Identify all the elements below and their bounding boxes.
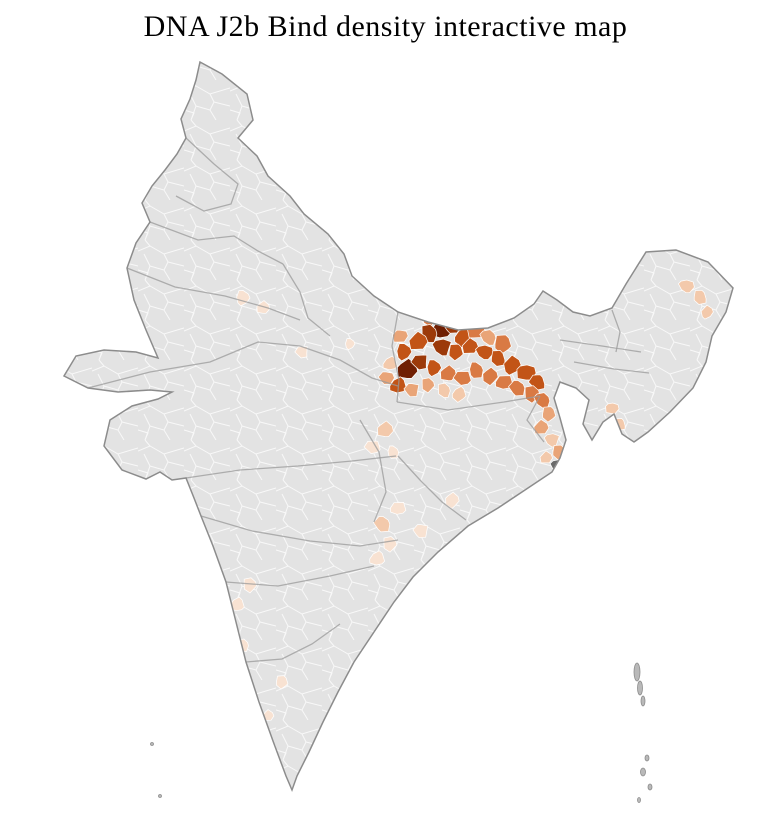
district[interactable] [294, 346, 308, 359]
district[interactable] [387, 445, 399, 459]
district[interactable] [479, 329, 497, 346]
district[interactable] [533, 419, 550, 435]
state-border [299, 345, 399, 387]
district[interactable] [560, 471, 570, 482]
district[interactable] [426, 359, 442, 377]
district[interactable] [445, 491, 460, 509]
state-borders-layer [87, 137, 650, 663]
district[interactable] [431, 338, 452, 357]
district[interactable] [276, 675, 289, 690]
island [647, 783, 653, 791]
state-border [391, 311, 400, 403]
island [640, 695, 646, 707]
island [150, 742, 154, 746]
district[interactable] [363, 440, 381, 454]
district[interactable] [412, 524, 429, 539]
district[interactable] [448, 343, 464, 362]
state-border [185, 455, 397, 479]
islands-layer [150, 662, 653, 803]
island [644, 754, 650, 762]
state-border [87, 341, 301, 389]
state-border [200, 515, 399, 547]
district[interactable] [700, 304, 714, 320]
state-border [526, 395, 545, 443]
district[interactable] [226, 678, 241, 690]
district[interactable] [451, 385, 467, 403]
map-title: DNA J2b Bind density interactive map [143, 10, 628, 43]
district[interactable] [438, 382, 451, 398]
district[interactable] [390, 502, 407, 515]
district[interactable] [482, 366, 499, 387]
district[interactable] [345, 338, 356, 351]
district[interactable] [219, 621, 237, 635]
island [640, 767, 646, 777]
state-border [126, 267, 301, 321]
district[interactable] [495, 375, 514, 390]
district[interactable] [210, 693, 224, 707]
district[interactable] [421, 377, 435, 394]
state-border [149, 221, 284, 265]
island [158, 794, 162, 798]
district[interactable] [469, 361, 484, 379]
district[interactable] [508, 380, 526, 397]
state-border [573, 361, 650, 374]
district[interactable] [527, 374, 545, 391]
state-border [175, 137, 239, 212]
district[interactable] [491, 350, 506, 367]
district[interactable] [396, 343, 413, 362]
district[interactable] [475, 344, 494, 360]
island [637, 797, 641, 803]
district[interactable] [440, 364, 457, 381]
district[interactable] [461, 337, 479, 354]
district[interactable] [373, 516, 391, 533]
district[interactable] [392, 329, 409, 343]
district[interactable] [407, 300, 426, 316]
island [637, 680, 643, 696]
district[interactable] [677, 279, 695, 294]
district[interactable] [516, 364, 537, 381]
district[interactable] [539, 450, 553, 464]
state-border [611, 309, 621, 353]
state-border [559, 339, 642, 353]
state-border [396, 395, 541, 411]
state-border [245, 623, 341, 663]
state-border [359, 419, 387, 523]
district[interactable] [410, 354, 428, 371]
state-border [225, 565, 375, 587]
district[interactable] [214, 653, 230, 671]
state-border [282, 263, 331, 337]
district[interactable] [452, 371, 472, 386]
district[interactable] [377, 420, 394, 437]
district[interactable] [403, 383, 420, 398]
district[interactable] [369, 550, 385, 566]
district[interactable] [494, 334, 512, 355]
district[interactable] [542, 406, 557, 423]
district[interactable] [693, 289, 707, 305]
state-border [397, 455, 467, 521]
island [633, 662, 641, 682]
district[interactable] [408, 330, 429, 350]
